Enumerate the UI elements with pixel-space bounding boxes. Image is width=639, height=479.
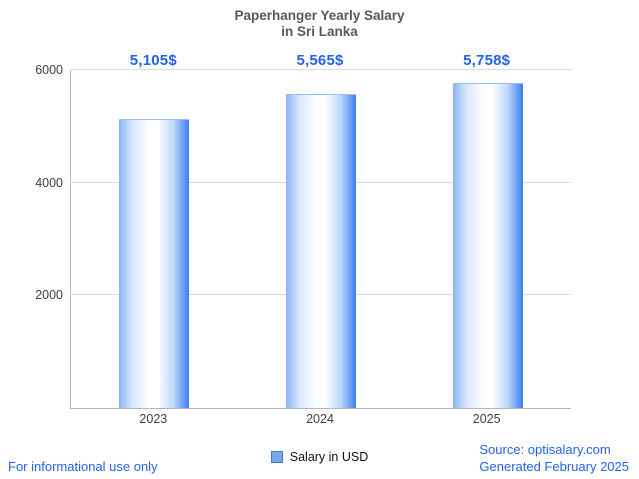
bar-slot-2024 bbox=[238, 70, 405, 408]
bar-2025 bbox=[452, 82, 523, 408]
legend-label: Salary in USD bbox=[289, 450, 369, 464]
x-axis-label-2025: 2025 bbox=[472, 412, 501, 426]
bar-2023 bbox=[119, 119, 190, 408]
y-axis-label-4000: 4000 bbox=[35, 175, 63, 190]
disclaimer-text: For informational use only bbox=[8, 459, 158, 474]
gridline-6000 bbox=[71, 69, 571, 70]
source-link[interactable]: Source: optisalary.com bbox=[479, 442, 611, 457]
plot-area: 2000 4000 6000 bbox=[35, 63, 571, 409]
bar-2024 bbox=[286, 93, 356, 408]
bar-slot-2025 bbox=[404, 70, 571, 408]
value-label-2025: 5,758$ bbox=[463, 52, 511, 69]
legend: Salary in USD bbox=[0, 450, 639, 464]
chart-title-line2: in Sri Lanka bbox=[281, 24, 358, 39]
bar-slot-2023 bbox=[71, 70, 238, 408]
y-axis-label-2000: 2000 bbox=[35, 288, 63, 303]
y-axis-label-6000: 6000 bbox=[35, 63, 63, 77]
x-axis-label-2024: 2024 bbox=[306, 412, 334, 426]
x-axis-labels: 2023 2024 2025 bbox=[70, 412, 570, 426]
value-labels-row: 5,105$ 5,565$ 5,758$ bbox=[70, 52, 570, 69]
source-block: Source: optisalary.com Generated Februar… bbox=[479, 441, 629, 475]
chart-title: Paperhanger Yearly Salary in Sri Lanka bbox=[0, 8, 639, 40]
x-axis-label-2023: 2023 bbox=[139, 412, 168, 426]
legend-swatch-icon bbox=[270, 451, 283, 463]
value-label-2023: 5,105$ bbox=[129, 52, 177, 69]
chart-title-line1: Paperhanger Yearly Salary bbox=[234, 8, 405, 23]
value-label-2024: 5,565$ bbox=[296, 52, 344, 69]
bars-container bbox=[71, 70, 571, 408]
generated-date: Generated February 2025 bbox=[479, 459, 629, 474]
